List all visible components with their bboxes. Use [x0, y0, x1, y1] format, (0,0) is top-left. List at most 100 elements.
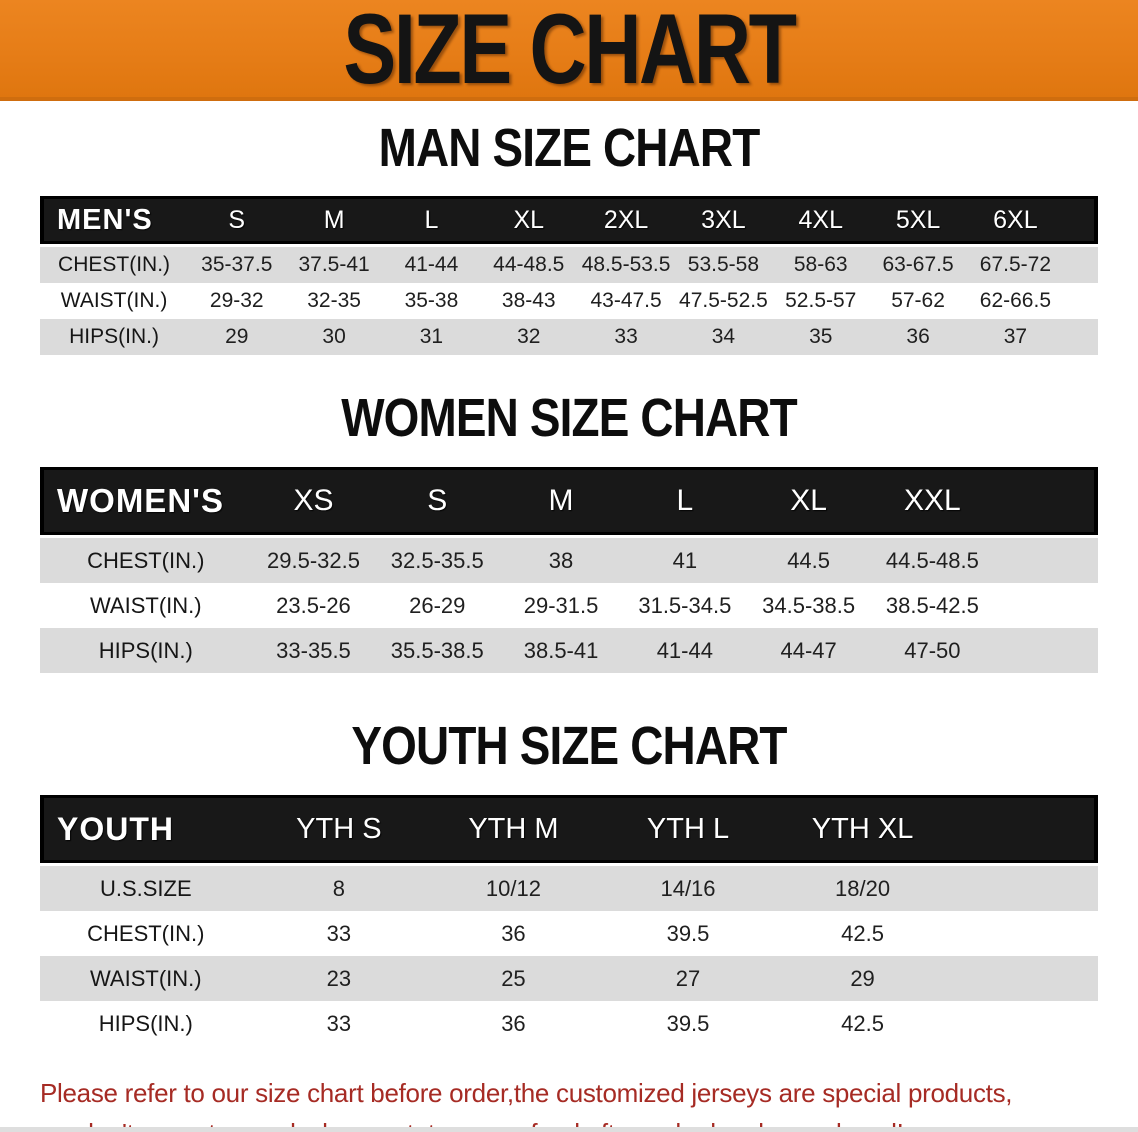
row-label: HIPS(IN.) [40, 1001, 252, 1046]
size-value-cell: 31 [382, 319, 481, 355]
size-value-cell: 27 [600, 956, 776, 1001]
size-value-cell: 34.5-38.5 [746, 583, 871, 628]
size-table-header-row: YOUTH YTH S YTH M YTH L YTH XL [40, 795, 1098, 863]
size-table-row: U.S.SIZE 8 10/12 14/16 18/20 [40, 863, 1098, 911]
bottom-edge-strip [0, 1127, 1138, 1132]
size-column-header: 4XL [772, 196, 870, 244]
size-value-cell: 52.5-57 [772, 283, 870, 319]
row-label: CHEST(IN.) [40, 244, 189, 283]
size-value-cell: 41 [622, 535, 747, 583]
size-value-cell: 58-63 [772, 244, 870, 283]
size-value-cell: 18/20 [775, 863, 950, 911]
size-column-header: 2XL [577, 196, 675, 244]
size-column-header: 3XL [674, 196, 773, 244]
size-value-cell: 43-47.5 [577, 283, 675, 319]
row-spacer [994, 583, 1098, 628]
size-column-header: YTH XL [775, 795, 950, 863]
size-column-header: S [375, 467, 500, 535]
section-men: MAN SIZE CHART MEN'S S M L XL 2XL 3XL 4XL 5XL 6XL… [0, 121, 1138, 355]
size-value-cell: 37 [966, 319, 1065, 355]
row-label: HIPS(IN.) [40, 628, 252, 673]
row-spacer [1064, 319, 1098, 355]
size-table-header-row: WOMEN'S XS S M L XL XXL [40, 467, 1098, 535]
header-spacer [994, 467, 1098, 535]
size-column-header: M [499, 467, 623, 535]
size-value-cell: 33 [577, 319, 675, 355]
row-spacer [1064, 283, 1098, 319]
men-size-table: MEN'S S M L XL 2XL 3XL 4XL 5XL 6XL CHEST(IN.) 35-37… [40, 196, 1098, 355]
size-table-row: CHEST(IN.) 35-37.5 37.5-41 41-44 44-48.5 48.5… [40, 244, 1098, 283]
size-value-cell: 29-32 [188, 283, 286, 319]
size-value-cell: 32 [480, 319, 578, 355]
header-spacer [949, 795, 1098, 863]
size-value-cell: 42.5 [775, 911, 950, 956]
size-column-header: 6XL [966, 196, 1065, 244]
women-heading-text: WOMEN SIZE CHART [341, 388, 797, 448]
size-value-cell: 35.5-38.5 [375, 628, 500, 673]
size-value-cell: 14/16 [600, 863, 776, 911]
size-column-header: YTH L [600, 795, 776, 863]
size-column-header: L [622, 467, 747, 535]
banner-title: SIZE CHART [343, 0, 797, 104]
size-table-row: HIPS(IN.) 29 30 31 32 33 34 35 36 37 [40, 319, 1098, 355]
size-value-cell: 29 [188, 319, 286, 355]
row-label: WAIST(IN.) [40, 956, 252, 1001]
size-value-cell: 33 [251, 1001, 427, 1046]
size-value-cell: 41-44 [622, 628, 747, 673]
banner: SIZE CHART [0, 0, 1138, 101]
size-value-cell: 29 [775, 956, 950, 1001]
row-spacer [949, 863, 1098, 911]
size-table-header-row: MEN'S S M L XL 2XL 3XL 4XL 5XL 6XL [40, 196, 1098, 244]
size-value-cell: 38.5-41 [499, 628, 623, 673]
size-value-cell: 38-43 [480, 283, 578, 319]
youth-section-heading: YOUTH SIZE CHART [0, 719, 1138, 773]
size-column-header: YTH S [251, 795, 427, 863]
row-spacer [949, 911, 1098, 956]
women-section-heading: WOMEN SIZE CHART [0, 391, 1138, 445]
row-spacer [994, 628, 1098, 673]
size-column-header: XL [746, 467, 871, 535]
size-value-cell: 53.5-58 [674, 244, 773, 283]
size-value-cell: 23.5-26 [251, 583, 376, 628]
size-column-header: L [382, 196, 481, 244]
size-value-cell: 62-66.5 [966, 283, 1065, 319]
row-spacer [949, 956, 1098, 1001]
size-value-cell: 8 [251, 863, 427, 911]
size-value-cell: 42.5 [775, 1001, 950, 1046]
size-value-cell: 35 [772, 319, 870, 355]
size-value-cell: 36 [426, 911, 601, 956]
size-column-header: XS [251, 467, 376, 535]
size-value-cell: 39.5 [600, 1001, 776, 1046]
size-value-cell: 38.5-42.5 [870, 583, 995, 628]
size-value-cell: 37.5-41 [285, 244, 383, 283]
size-value-cell: 33-35.5 [251, 628, 376, 673]
size-column-header: XXL [870, 467, 995, 535]
header-spacer [1064, 196, 1098, 244]
size-value-cell: 63-67.5 [869, 244, 967, 283]
row-spacer [949, 1001, 1098, 1046]
size-value-cell: 29-31.5 [499, 583, 623, 628]
row-label: WAIST(IN.) [40, 583, 252, 628]
size-column-header: S [188, 196, 286, 244]
size-value-cell: 32.5-35.5 [375, 535, 500, 583]
row-label: CHEST(IN.) [40, 911, 252, 956]
size-value-cell: 44.5 [746, 535, 871, 583]
size-value-cell: 25 [426, 956, 601, 1001]
size-value-cell: 35-37.5 [188, 244, 286, 283]
size-table-row: CHEST(IN.) 33 36 39.5 42.5 [40, 911, 1098, 956]
size-value-cell: 57-62 [869, 283, 967, 319]
size-value-cell: 47.5-52.5 [674, 283, 773, 319]
row-label: HIPS(IN.) [40, 319, 189, 355]
size-value-cell: 41-44 [382, 244, 481, 283]
section-women: WOMEN SIZE CHART WOMEN'S XS S M L XL XXL CHEST(… [0, 391, 1138, 673]
size-table-row: HIPS(IN.) 33-35.5 35.5-38.5 38.5-41 41-44 44-… [40, 628, 1098, 673]
row-label: CHEST(IN.) [40, 535, 252, 583]
size-table-row: WAIST(IN.) 29-32 32-35 35-38 38-43 43-47.5 47.… [40, 283, 1098, 319]
youth-heading-text: YOUTH SIZE CHART [351, 716, 787, 776]
size-value-cell: 44-48.5 [480, 244, 578, 283]
notice-line-1: Please refer to our size chart before or… [40, 1078, 1013, 1108]
size-value-cell: 23 [251, 956, 427, 1001]
row-label: WAIST(IN.) [40, 283, 189, 319]
size-value-cell: 36 [869, 319, 967, 355]
